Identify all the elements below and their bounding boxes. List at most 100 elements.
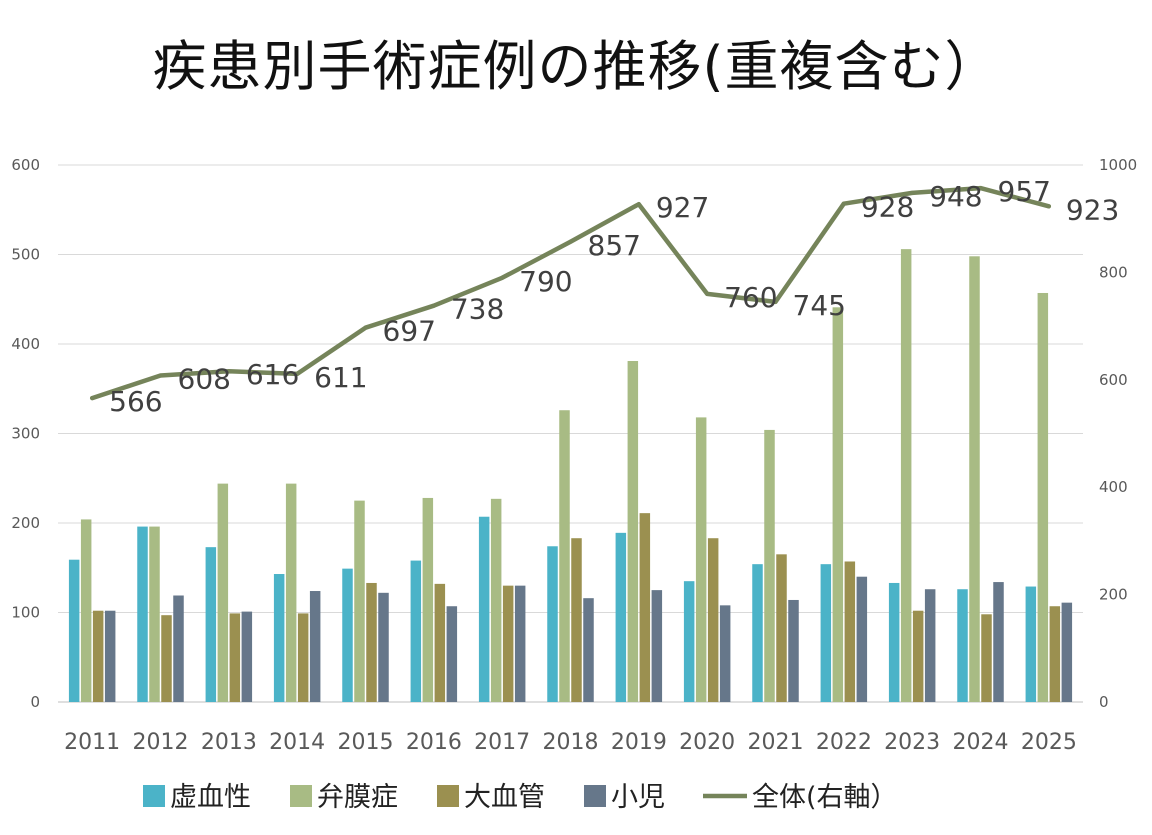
- bar: [205, 547, 217, 702]
- bar: [434, 583, 446, 702]
- bar: [1061, 602, 1073, 702]
- right-axis-tick-label: 200: [1099, 586, 1128, 604]
- line-point: [705, 291, 710, 296]
- legend-label: 小児: [611, 782, 665, 813]
- data-label: 760: [724, 281, 777, 314]
- bar: [856, 576, 868, 702]
- bar: [615, 532, 627, 702]
- x-axis-tick-label: 2014: [269, 730, 325, 755]
- bar: [776, 554, 787, 702]
- line-point: [636, 202, 641, 207]
- x-axis-tick-label: 2013: [201, 730, 257, 755]
- x-axis-tick-label: 2023: [884, 730, 940, 755]
- line-point: [773, 299, 778, 304]
- bar: [241, 611, 253, 702]
- legend-swatch: [290, 785, 312, 807]
- x-axis-tick-label: 2015: [338, 730, 394, 755]
- bar: [309, 591, 321, 702]
- x-axis-tick-label: 2019: [611, 730, 667, 755]
- data-label: 697: [383, 315, 436, 348]
- line-point: [431, 303, 436, 308]
- line-point: [568, 239, 573, 244]
- x-axis-tick-label: 2020: [679, 730, 735, 755]
- line-point: [158, 373, 163, 378]
- bar: [1025, 586, 1037, 702]
- x-axis-tick-label: 2018: [543, 730, 599, 755]
- bar: [764, 429, 775, 702]
- bar: [957, 589, 968, 702]
- bar: [969, 256, 980, 702]
- bar: [547, 546, 558, 702]
- bar: [273, 574, 285, 702]
- bar: [446, 606, 458, 702]
- bar: [583, 598, 594, 702]
- line-point: [295, 371, 300, 376]
- bar: [707, 538, 719, 702]
- bar: [80, 519, 92, 702]
- data-label: 745: [793, 289, 846, 322]
- bar: [639, 513, 651, 702]
- bar: [820, 564, 832, 702]
- bar: [92, 610, 104, 702]
- legend-swatch: [584, 785, 606, 807]
- left-axis-tick-label: 400: [11, 335, 40, 353]
- bar: [68, 559, 80, 702]
- bar: [514, 585, 526, 702]
- bar: [888, 582, 900, 702]
- bar: [478, 516, 490, 702]
- data-label: 928: [861, 191, 914, 224]
- legend-label: 全体(右軸）: [752, 782, 898, 813]
- left-axis-tick-label: 0: [30, 693, 40, 711]
- data-label: 790: [519, 265, 572, 298]
- right-axis-tick-label: 0: [1099, 693, 1109, 711]
- bar: [571, 538, 582, 702]
- line-point: [226, 369, 231, 374]
- bar: [832, 307, 844, 702]
- bar: [149, 526, 160, 702]
- x-axis-tick-label: 2021: [748, 730, 804, 755]
- bar: [788, 599, 799, 702]
- bar: [137, 526, 148, 702]
- left-axis-tick-label: 600: [11, 156, 40, 174]
- x-axis-tick-label: 2011: [64, 730, 120, 755]
- x-axis-tick-label: 2025: [1021, 730, 1077, 755]
- bar: [410, 560, 422, 702]
- bar: [559, 410, 570, 702]
- bar: [173, 595, 184, 702]
- left-axis-tick-label: 300: [11, 425, 40, 443]
- chart-title: 疾患別手術症例の推移(重複含む）: [152, 35, 1000, 98]
- data-label: 738: [451, 293, 504, 326]
- right-axis-tick-label: 600: [1099, 371, 1128, 389]
- right-axis-tick-label: 1000: [1099, 156, 1137, 174]
- line-point: [90, 396, 95, 401]
- bar: [502, 585, 514, 702]
- data-label: 857: [588, 229, 641, 262]
- x-axis-tick-label: 2016: [406, 730, 462, 755]
- bar: [627, 361, 639, 702]
- line-point: [978, 186, 983, 191]
- bar: [900, 249, 912, 702]
- bar: [912, 610, 924, 702]
- x-axis-tick-label: 2012: [133, 730, 189, 755]
- data-label: 927: [656, 191, 709, 224]
- bar: [366, 582, 377, 702]
- bar: [924, 589, 936, 702]
- bar: [752, 564, 763, 702]
- bar: [993, 582, 1004, 702]
- bar: [161, 615, 172, 702]
- data-label: 948: [929, 180, 982, 213]
- bar: [490, 498, 502, 702]
- data-label: 923: [1066, 193, 1119, 226]
- left-axis-tick-label: 200: [11, 514, 40, 532]
- bar: [422, 497, 434, 702]
- bar: [719, 605, 731, 702]
- legend-swatch: [437, 785, 459, 807]
- x-axis-tick-label: 2024: [953, 730, 1009, 755]
- data-label: 611: [314, 361, 367, 394]
- line-point: [1046, 204, 1051, 209]
- left-axis-tick-label: 500: [11, 246, 40, 264]
- x-axis-tick-label: 2022: [816, 730, 872, 755]
- bar: [844, 561, 856, 702]
- right-axis-tick-label: 400: [1099, 478, 1128, 496]
